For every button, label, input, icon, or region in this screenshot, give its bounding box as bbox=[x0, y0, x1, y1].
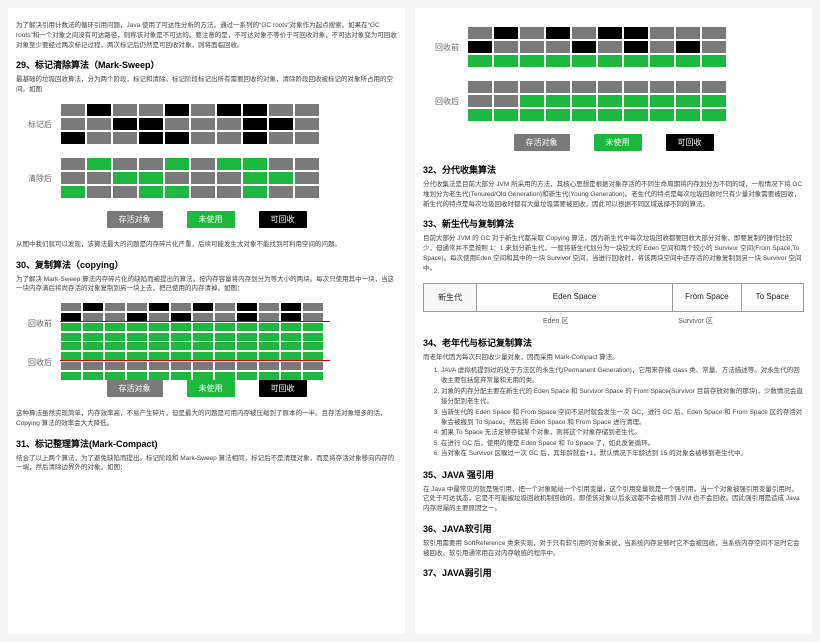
td-to: To Space bbox=[742, 284, 803, 311]
legend-recycle: 可回收 bbox=[259, 211, 307, 228]
r-label-after: 回收后 bbox=[423, 80, 465, 107]
legend-recycle-2: 可回收 bbox=[259, 380, 307, 397]
label-after: 回收后 bbox=[16, 341, 58, 368]
right-before: 回收前 bbox=[423, 26, 804, 68]
label-before: 回收前 bbox=[16, 302, 58, 329]
old-gen-list: JAVA 虚拟机提到过的处于方法区的永生代(Permanent Generati… bbox=[441, 366, 804, 460]
right-after: 回收后 bbox=[423, 80, 804, 122]
legend-live: 存活对象 bbox=[107, 211, 163, 228]
p33: 目前大部分 JVM 的 GC 对于新生代都采取 Copying 算法，因为新生代… bbox=[423, 234, 804, 273]
p29b: 从图中我们就可以发现，该算法最大的问题是内存碎片化严重，后续可能发生大对象不能找… bbox=[16, 240, 397, 250]
p29: 最基础的垃圾回收算法，分为两个阶段，标记和清除。标记阶段标记出所有需要回收的对象… bbox=[16, 75, 397, 95]
legend-3: 存活对象 未使用 可回收 bbox=[423, 134, 804, 151]
red-line-1 bbox=[60, 321, 330, 322]
td-from: From Space bbox=[673, 284, 742, 311]
heading-32: 32、分代收集算法 bbox=[423, 163, 804, 176]
heading-35: 35、JAVA 强引用 bbox=[423, 468, 804, 481]
clear-diagram: 清除后 bbox=[16, 157, 397, 199]
p35: 在 Java 中最常见的就是强引用，把一个对象赋给一个引用变量，这个引用变量就是… bbox=[423, 485, 804, 514]
legend-1: 存活对象 未使用 可回收 bbox=[16, 211, 397, 228]
r-legend-live: 存活对象 bbox=[514, 134, 570, 151]
copy-after: 回收后 bbox=[16, 341, 397, 368]
copy-before: 回收前 bbox=[16, 302, 397, 329]
heading-36: 36、JAVA软引用 bbox=[423, 522, 804, 535]
heading-34: 34、老年代与标记复制算法 bbox=[423, 336, 804, 349]
r-label-before: 回收前 bbox=[423, 26, 465, 53]
p34: 而老年代因为每次只回收少量对象，因而采用 Mark-Compact 算法。 bbox=[423, 353, 804, 363]
heading-31: 31、标记整理算法(Mark-Compact) bbox=[16, 437, 397, 450]
p31: 结合了以上两个算法，为了避免缺陷而提出。标记阶段和 Mark-Sweep 算法相… bbox=[16, 454, 397, 474]
p30b: 这种算法虽然实现简单，内存效率高，不易产生碎片，但是最大的问题是可用内存被压缩到… bbox=[16, 409, 397, 429]
red-line-2 bbox=[60, 360, 330, 361]
sub-eden: Eden 区 bbox=[543, 316, 568, 326]
legend-unused-2: 未使用 bbox=[187, 380, 235, 397]
r-legend-recycle: 可回收 bbox=[666, 134, 714, 151]
legend-live-2: 存活对象 bbox=[107, 380, 163, 397]
r-legend-unused: 未使用 bbox=[594, 134, 642, 151]
sub-labels: Eden 区 Survivor 区 bbox=[423, 316, 804, 326]
heading-37: 37、JAVA弱引用 bbox=[423, 566, 804, 579]
heading-33: 33、新生代与复制算法 bbox=[423, 217, 804, 230]
legend-2: 存活对象 未使用 可回收 bbox=[16, 380, 397, 397]
td-young: 新生代 bbox=[424, 284, 477, 311]
td-eden: Eden Space bbox=[477, 284, 673, 311]
sub-surv: Survivor 区 bbox=[678, 316, 713, 326]
p32: 分代收集法是目前大部分 JVM 所采用的方法，其核心思想是根据对象存活的不同生命… bbox=[423, 180, 804, 209]
left-column: 为了解决引用计数法的循环引用问题，Java 使用了可达性分析的方法。通过一系列的… bbox=[8, 8, 405, 634]
right-column: 回收前 回收后 存活对象 未使用 可回收 32、分代收集算法 分代收集法是目前大… bbox=[415, 8, 812, 634]
heading-29: 29、标记清除算法（Mark-Sweep） bbox=[16, 58, 397, 71]
young-gen-table: 新生代 Eden Space From Space To Space bbox=[423, 283, 804, 312]
heading-30: 30、复制算法（copying） bbox=[16, 258, 397, 271]
label-clear: 清除后 bbox=[16, 157, 58, 184]
mark-diagram: 标记后 bbox=[16, 103, 397, 145]
intro-text: 为了解决引用计数法的循环引用问题，Java 使用了可达性分析的方法。通过一系列的… bbox=[16, 21, 397, 50]
label-mark: 标记后 bbox=[16, 103, 58, 130]
p30: 为了解决 Mark-Sweep 算法内存碎片化的缺陷而被提出的算法。按内存容量将… bbox=[16, 275, 397, 295]
legend-unused: 未使用 bbox=[187, 211, 235, 228]
p36: 软引用需要用 SoftReference 类来实现，对于只有软引用的对象来说，当… bbox=[423, 539, 804, 559]
